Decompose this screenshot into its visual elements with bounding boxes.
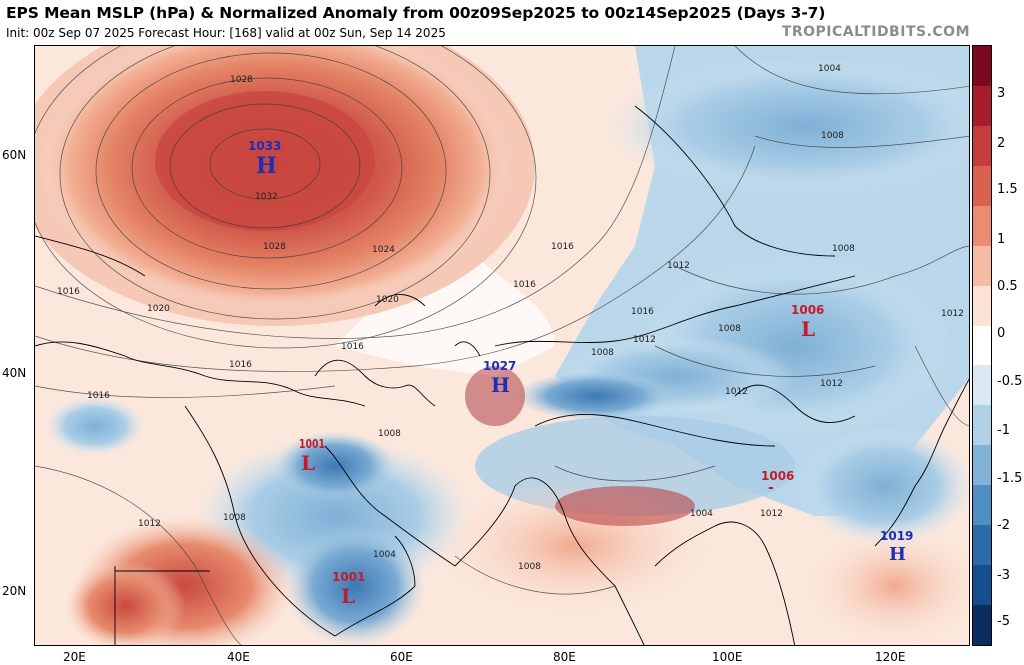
colorbar-swatch <box>973 525 991 566</box>
high-center-value: 1027 <box>483 359 516 373</box>
low-center-marker: L <box>801 317 815 341</box>
svg-text:1008: 1008 <box>378 429 401 439</box>
colorbar-swatch <box>973 165 991 207</box>
high-center-value: 1033 <box>248 139 281 153</box>
colorbar-tick-label: -2 <box>997 518 1010 533</box>
svg-text:1008: 1008 <box>821 131 844 141</box>
colorbar-tick-label: 0 <box>997 326 1006 341</box>
svg-text:1004: 1004 <box>818 64 841 74</box>
svg-text:1016: 1016 <box>631 307 654 317</box>
low-center-value: 1006 <box>791 303 824 317</box>
svg-text:1012: 1012 <box>633 335 656 345</box>
colorbar-swatch <box>973 85 991 127</box>
svg-text:1016: 1016 <box>513 280 536 290</box>
colorbar-swatch <box>973 285 991 327</box>
high-center-marker: H <box>491 373 510 397</box>
svg-text:1008: 1008 <box>591 348 614 358</box>
lat-label: 60N <box>2 148 27 162</box>
high-center-marker: H <box>256 153 277 179</box>
colorbar-swatch <box>973 325 991 366</box>
colorbar-tick-label: -5 <box>997 614 1010 629</box>
colorbar-tick-label: 1 <box>997 232 1006 247</box>
svg-text:1012: 1012 <box>725 387 748 397</box>
colorbar-swatch <box>973 245 991 287</box>
svg-text:1024: 1024 <box>372 245 395 255</box>
colorbar-tick-label: -3 <box>997 568 1010 583</box>
svg-text:1008: 1008 <box>718 324 741 334</box>
colorbar-tick-label: -1.5 <box>997 471 1023 486</box>
colorbar-tick-label: 1.5 <box>997 182 1018 197</box>
lon-label: 20E <box>63 650 86 664</box>
chart-subtitle: Init: 00z Sep 07 2025 Forecast Hour: [16… <box>6 26 446 40</box>
svg-text:1004: 1004 <box>373 550 396 560</box>
map-panel: 1033 H 1027 H 1006 L 1006 - 1001 L 1001 … <box>34 45 970 646</box>
svg-text:1020: 1020 <box>376 295 399 305</box>
lat-label: 20N <box>2 584 27 598</box>
colorbar-tick-label: -0.5 <box>997 374 1023 389</box>
lon-label: 40E <box>227 650 250 664</box>
svg-text:1016: 1016 <box>57 287 80 297</box>
colorbar <box>972 45 992 646</box>
colorbar-swatch <box>973 605 991 645</box>
svg-text:1008: 1008 <box>518 562 541 572</box>
svg-text:1028: 1028 <box>230 75 253 85</box>
low-center-marker: L <box>301 451 315 475</box>
colorbar-swatch <box>973 485 991 526</box>
svg-text:1012: 1012 <box>760 509 783 519</box>
low-center-value: 1001 <box>299 437 325 451</box>
svg-text:1008: 1008 <box>832 244 855 254</box>
lon-label: 80E <box>553 650 576 664</box>
colorbar-swatch <box>973 125 991 167</box>
isobar-labels: 1028 1032 1028 1024 1020 1016 1020 1016 … <box>57 64 964 572</box>
colorbar-swatch <box>973 405 991 446</box>
svg-text:1016: 1016 <box>229 360 252 370</box>
svg-text:1016: 1016 <box>87 391 110 401</box>
svg-text:1012: 1012 <box>820 379 843 389</box>
lon-label: 60E <box>390 650 413 664</box>
colorbar-swatch <box>973 205 991 247</box>
svg-text:1012: 1012 <box>667 261 690 271</box>
high-center-marker: H <box>889 544 906 565</box>
svg-text:1012: 1012 <box>941 309 964 319</box>
svg-text:1004: 1004 <box>690 509 713 519</box>
low-center-value: 1006 <box>761 469 794 483</box>
svg-text:1016: 1016 <box>551 242 574 252</box>
low-center-marker: - <box>768 480 774 496</box>
chart-title: EPS Mean MSLP (hPa) & Normalized Anomaly… <box>6 4 826 22</box>
colorbar-tick-label: -1 <box>997 423 1010 438</box>
colorbar-swatch <box>973 565 991 606</box>
geographic-boundaries <box>35 105 969 645</box>
svg-text:1020: 1020 <box>147 304 170 314</box>
colorbar-tick-label: 3 <box>997 86 1006 101</box>
lon-label: 100E <box>712 650 743 664</box>
source-credit: TROPICALTIDBITS.COM <box>781 24 970 40</box>
colorbar-swatch <box>973 445 991 486</box>
colorbar-tick-label: 2 <box>997 136 1006 151</box>
lon-label: 120E <box>875 650 906 664</box>
svg-text:1008: 1008 <box>223 513 246 523</box>
anomaly-map: 1033 H 1027 H 1006 L 1006 - 1001 L 1001 … <box>35 46 969 645</box>
svg-text:1016: 1016 <box>341 342 364 352</box>
colorbar-swatch <box>973 46 991 87</box>
colorbar-swatch <box>973 365 991 406</box>
lat-label: 40N <box>2 366 27 380</box>
svg-text:1028: 1028 <box>263 242 286 252</box>
svg-text:1032: 1032 <box>255 192 278 202</box>
isobar-lines <box>35 46 969 645</box>
low-center-value: 1001 <box>332 570 365 584</box>
svg-text:1012: 1012 <box>138 519 161 529</box>
low-center-marker: L <box>341 584 355 608</box>
high-center-value: 1019 <box>880 529 913 543</box>
colorbar-tick-label: 0.5 <box>997 279 1018 294</box>
